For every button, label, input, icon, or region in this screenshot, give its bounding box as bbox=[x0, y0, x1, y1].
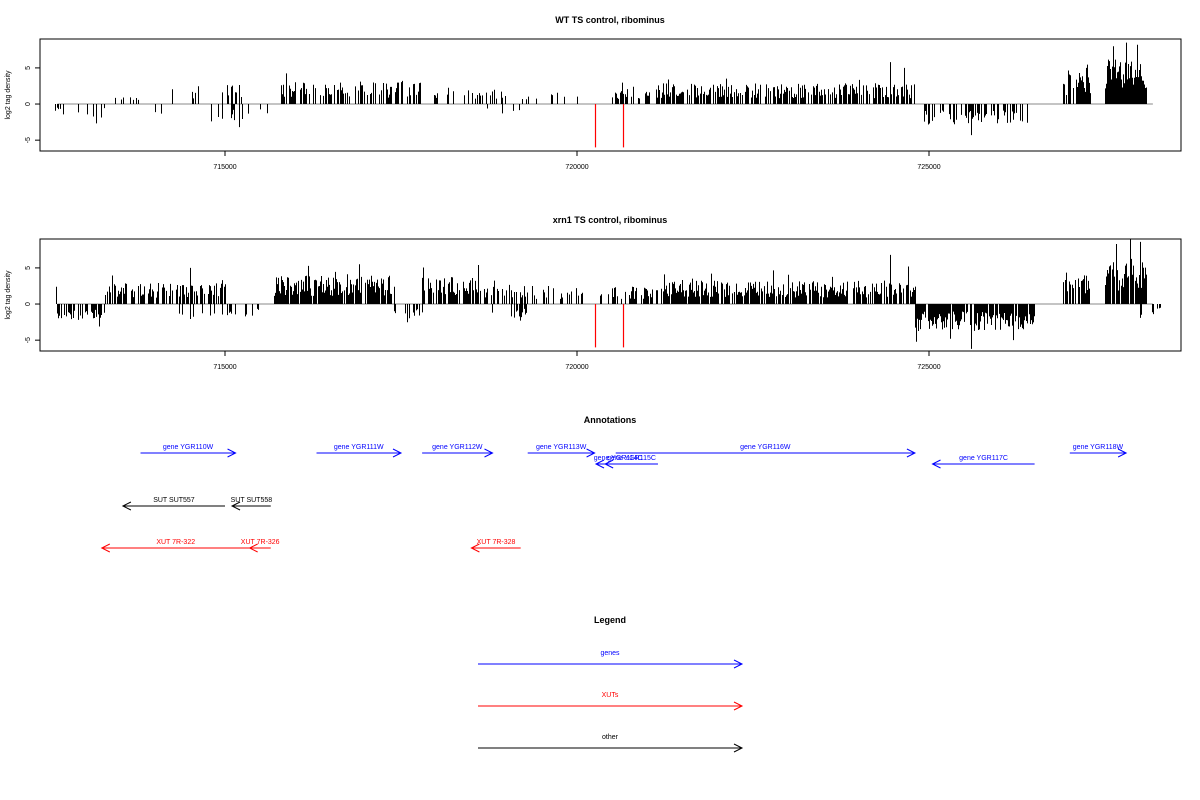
panel-wt-bars bbox=[55, 42, 1153, 148]
other-arrow bbox=[121, 501, 225, 511]
y-tick-label: -5 bbox=[25, 337, 32, 343]
xut-label: XUT 7R-328 bbox=[477, 539, 516, 546]
gene-arrow bbox=[931, 459, 1035, 469]
x-tick-label: 725000 bbox=[917, 164, 940, 171]
legend-label: XUTs bbox=[602, 692, 619, 699]
xut-arrow bbox=[100, 543, 250, 553]
legend-items: genes XUTs other bbox=[478, 650, 744, 753]
y-tick-label: 0 bbox=[25, 102, 32, 106]
panel-xrn1: xrn1 TS control, ribominus log2 tag dens… bbox=[5, 215, 1182, 371]
other-annotations: SUT SUT557 SUT SUT558 bbox=[121, 497, 273, 511]
x-tick-label: 720000 bbox=[565, 364, 588, 371]
annotations-panel: Annotations gene YGR110W gene YGR111W gene… bbox=[100, 415, 1128, 553]
xut-arrow bbox=[470, 543, 521, 553]
panel-wt-title: WT TS control, ribominus bbox=[555, 15, 665, 25]
x-tick-label: 715000 bbox=[213, 364, 236, 371]
other-label: SUT SUT557 bbox=[153, 497, 195, 504]
gene-label: gene YGR116W bbox=[740, 444, 791, 451]
other-label: SUT SUT558 bbox=[231, 497, 273, 504]
legend-title: Legend bbox=[594, 615, 626, 625]
y-tick-label: -5 bbox=[25, 137, 32, 143]
x-tick-label: 725000 bbox=[917, 364, 940, 371]
gene-label: gene YGR114C bbox=[594, 455, 643, 462]
gene-label: gene YGR117C bbox=[959, 455, 1008, 462]
gene-arrow bbox=[604, 459, 658, 469]
gene-label: gene YGR110W bbox=[163, 444, 214, 451]
panel-wt-y-axis: -5 0 5 bbox=[25, 66, 41, 143]
y-tick-label: 0 bbox=[25, 302, 32, 306]
panel-xrn1-x-axis: 715000 720000 725000 bbox=[213, 350, 941, 371]
annotations-title: Annotations bbox=[584, 415, 637, 425]
gene-label: gene YGR115C bbox=[607, 455, 656, 462]
panel-xrn1-ylabel: log2 tag density bbox=[5, 270, 12, 320]
gene-arrow bbox=[316, 448, 403, 458]
gene-arrow bbox=[422, 448, 494, 458]
xut-label: XUT 7R-322 bbox=[156, 539, 195, 546]
panel-wt-ylabel: log2 tag density bbox=[5, 70, 12, 120]
gene-label: gene YGR113W bbox=[536, 444, 587, 451]
x-tick-label: 715000 bbox=[213, 164, 236, 171]
panel-wt-x-axis: 715000 720000 725000 bbox=[213, 150, 941, 171]
gene-arrow bbox=[615, 448, 917, 458]
legend-panel: Legend genes XUTs other bbox=[478, 615, 744, 753]
x-tick-label: 720000 bbox=[565, 164, 588, 171]
legend-arrow bbox=[478, 659, 744, 669]
gene-label: gene YGR112W bbox=[432, 444, 483, 451]
xut-arrow bbox=[248, 543, 271, 553]
gene-annotations: gene YGR110W gene YGR111W gene YGR112W gene… bbox=[140, 444, 1128, 469]
panel-wt-frame bbox=[39, 38, 1182, 152]
y-tick-label: 5 bbox=[25, 66, 32, 70]
panel-xrn1-y-axis: -5 0 5 bbox=[25, 266, 41, 343]
xut-annotations: XUT 7R-322 XUT 7R-326 XUT 7R-328 bbox=[100, 539, 521, 553]
y-tick-label: 5 bbox=[25, 266, 32, 270]
panel-wt: WT TS control, ribominus log2 tag densit… bbox=[5, 15, 1182, 171]
legend-arrow bbox=[478, 701, 744, 711]
gene-arrow bbox=[140, 448, 237, 458]
gene-arrow bbox=[1069, 448, 1128, 458]
legend-arrow bbox=[478, 743, 744, 753]
xut-label: XUT 7R-326 bbox=[241, 539, 280, 546]
other-arrow bbox=[230, 501, 271, 511]
gene-label: gene YGR118W bbox=[1073, 444, 1124, 451]
legend-label: other bbox=[602, 734, 619, 741]
panel-xrn1-bars bbox=[56, 239, 1161, 349]
gene-label: gene YGR111W bbox=[334, 444, 384, 451]
legend-label: genes bbox=[600, 650, 620, 657]
panel-xrn1-title: xrn1 TS control, ribominus bbox=[553, 215, 668, 225]
gene-arrow bbox=[527, 448, 596, 458]
